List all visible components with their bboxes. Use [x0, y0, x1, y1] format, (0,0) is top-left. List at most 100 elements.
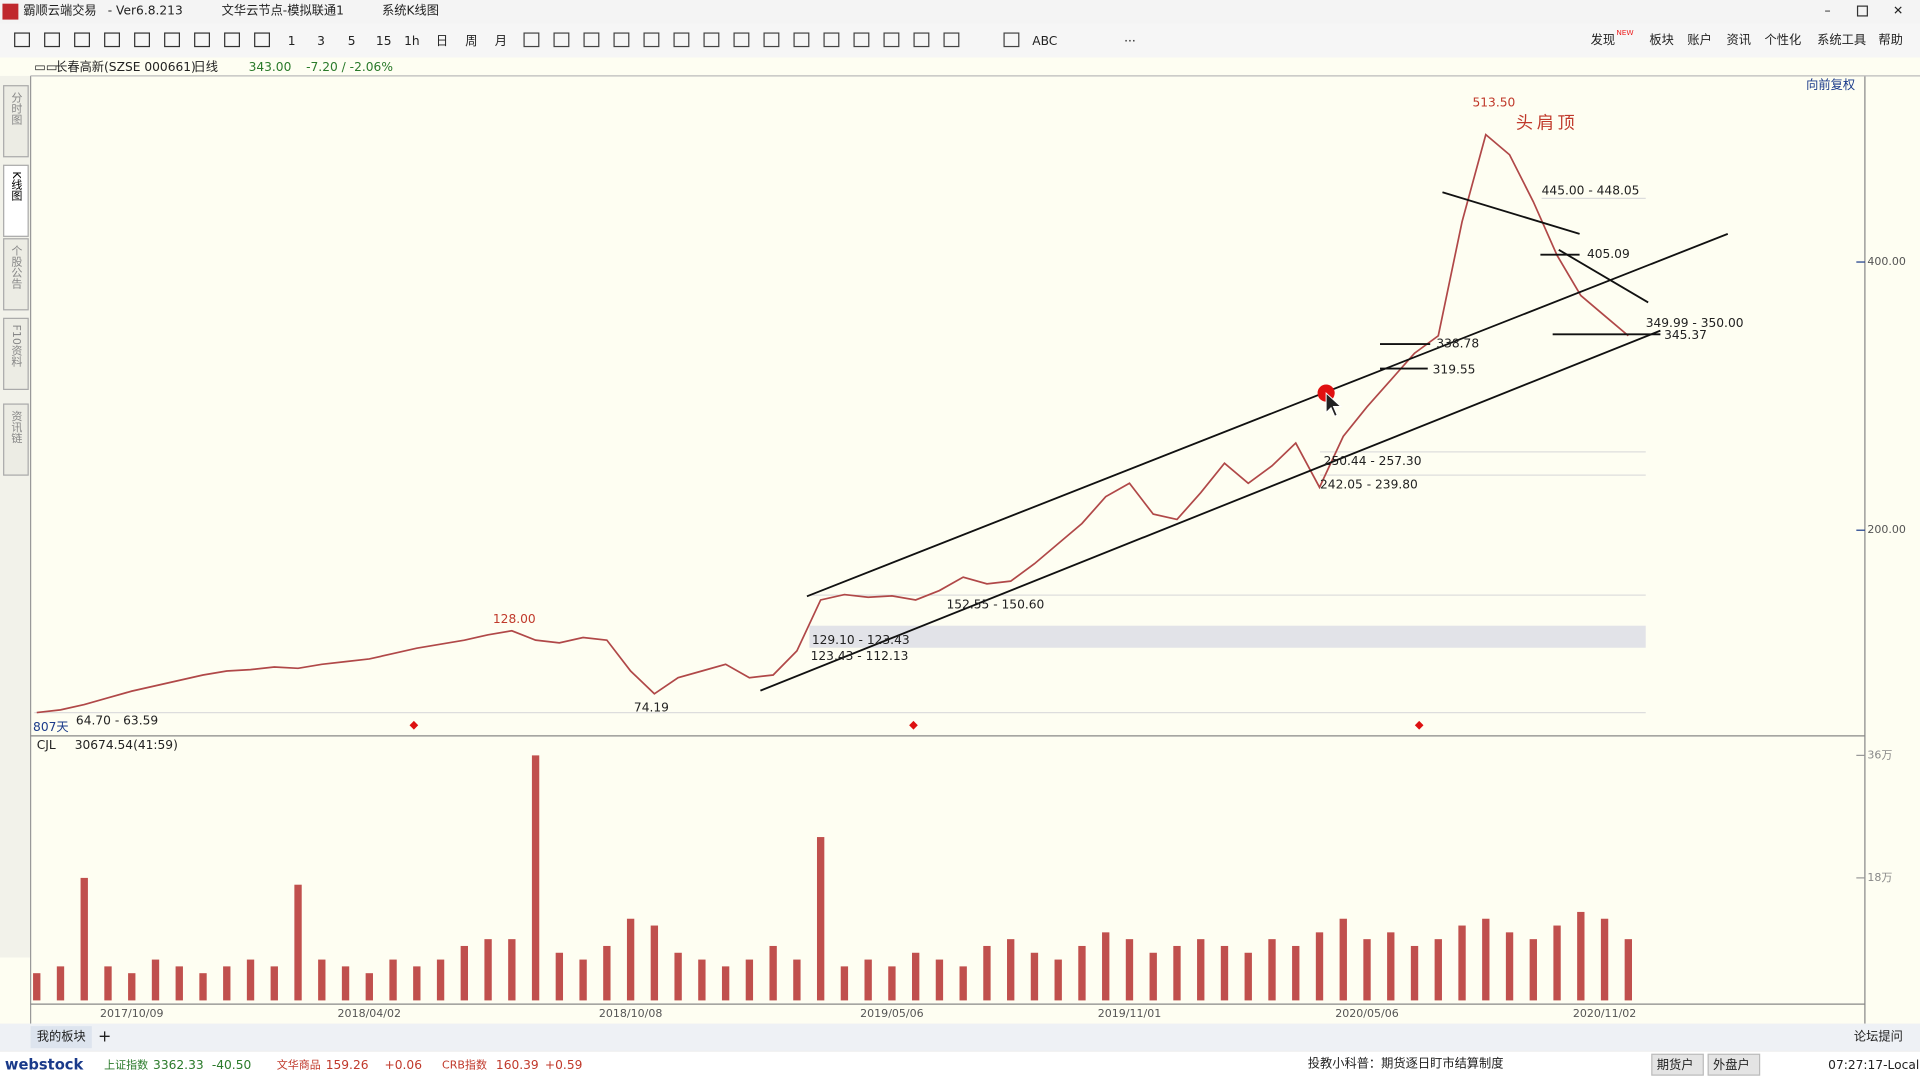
account-button[interactable]	[1651, 1053, 1704, 1076]
period-button[interactable]: 1	[288, 34, 296, 48]
app-icon	[2, 3, 19, 20]
tool-icon[interactable]	[134, 32, 150, 48]
tool-icon[interactable]	[763, 32, 780, 48]
period[interactable]: 日线	[193, 60, 217, 74]
tool-icon[interactable]	[613, 32, 630, 48]
volume-bar	[1125, 939, 1134, 1001]
volume-bar	[983, 945, 991, 1001]
tab-active[interactable]	[30, 1026, 92, 1049]
volume-bar	[816, 837, 825, 1001]
period-button[interactable]: ABC	[1032, 34, 1057, 48]
adjust-mode[interactable]: 向前复权	[1806, 77, 1855, 92]
volume-bar	[128, 973, 136, 1001]
tool-icon[interactable]	[673, 32, 690, 48]
volume-bar	[1149, 952, 1157, 1001]
minimize[interactable]: –	[1824, 4, 1830, 18]
side-tab[interactable]	[3, 85, 29, 158]
index-name: 上证指数	[104, 1057, 148, 1071]
period-button[interactable]: 3	[317, 34, 325, 48]
indicator-name[interactable]: CJL	[37, 738, 56, 752]
tool-icon[interactable]	[733, 32, 750, 48]
menu-item[interactable]: 个性化	[1764, 33, 1801, 47]
x-tick-label: 2017/10/09	[100, 1007, 164, 1020]
volume-bar	[484, 939, 492, 1001]
tool-icon[interactable]	[44, 32, 60, 48]
period-button[interactable]: ···	[1124, 34, 1136, 48]
account-button[interactable]	[1707, 1053, 1761, 1076]
add-tab[interactable]: +	[98, 1027, 111, 1046]
side-tab-label[interactable]: F10资料	[10, 324, 23, 367]
volume-bar	[1244, 952, 1252, 1001]
volume-bar	[460, 945, 468, 1001]
tool-icon[interactable]	[793, 32, 810, 48]
side-tab[interactable]	[3, 164, 29, 237]
menu-item[interactable]: 账户	[1687, 32, 1711, 47]
side-tab-label[interactable]: 个股公告	[10, 245, 23, 290]
volume-bar	[1173, 945, 1181, 1001]
period-button[interactable]: 15	[376, 34, 392, 48]
tool-icon[interactable]	[164, 32, 180, 48]
volume-bar	[912, 952, 920, 1001]
side-tab[interactable]	[3, 317, 29, 390]
volume-bar	[674, 952, 682, 1001]
clock: 07:27:17-Local	[1828, 1058, 1919, 1072]
side-tab-label[interactable]: K线图	[10, 171, 23, 201]
index-value: 160.39	[496, 1058, 539, 1072]
tool-icon[interactable]	[224, 32, 241, 48]
tool-icon[interactable]	[523, 32, 540, 48]
side-tab[interactable]	[3, 403, 29, 476]
menu-item[interactable]: 板块	[1649, 33, 1673, 47]
side-tab[interactable]	[3, 238, 29, 311]
side-tab-label[interactable]: 资讯链	[10, 410, 23, 443]
menu-item[interactable]: 系统工具	[1817, 33, 1866, 47]
tool-icon[interactable]	[14, 32, 30, 48]
volume-bar	[56, 966, 65, 1001]
volume-bar	[769, 945, 777, 1001]
price-annotation: 445.00 - 448.05	[1542, 184, 1640, 198]
menu-item[interactable]: 资讯	[1727, 33, 1751, 47]
side-tab-label[interactable]: 分时图	[10, 92, 23, 126]
account-label[interactable]: 期货户	[1657, 1057, 1694, 1072]
volume-bar	[1292, 945, 1300, 1001]
tool-icon[interactable]	[823, 32, 840, 48]
menu-item[interactable]: 帮助	[1878, 33, 1902, 47]
volume-bar	[1434, 939, 1442, 1001]
tool-icon[interactable]	[643, 32, 660, 48]
volume-bar	[1007, 939, 1015, 1001]
tool-icon[interactable]	[703, 32, 720, 48]
close[interactable]: ✕	[1893, 4, 1903, 18]
volume-bar	[1268, 939, 1276, 1001]
price-annotation: 128.00	[493, 612, 536, 626]
x-tick-label: 2018/10/08	[599, 1007, 662, 1020]
forum[interactable]: 论坛提问	[1854, 1029, 1903, 1044]
volume-bar	[579, 959, 587, 1001]
period-button[interactable]: 1h	[404, 34, 420, 48]
tool-icon[interactable]	[74, 32, 90, 48]
maximize[interactable]	[1856, 5, 1868, 17]
x-tick-label: 2020/05/06	[1335, 1007, 1399, 1020]
account-label[interactable]: 外盘户	[1713, 1057, 1750, 1072]
tool-icon[interactable]	[1003, 32, 1020, 48]
tool-icon[interactable]	[194, 32, 210, 48]
volume-bar	[1339, 918, 1347, 1001]
period-button[interactable]: 日	[436, 34, 448, 48]
volume-bar	[531, 755, 540, 1001]
tool-icon[interactable]	[104, 32, 120, 48]
tool-icon[interactable]	[913, 32, 930, 48]
volume-bar	[365, 973, 373, 1001]
period-button[interactable]: 月	[495, 34, 507, 48]
tip[interactable]: 投教小科普：期货逐日盯市结算制度	[1308, 1056, 1504, 1071]
tool-icon[interactable]	[853, 32, 870, 48]
tool-icon[interactable]	[583, 32, 600, 48]
period-button[interactable]: 5	[348, 34, 356, 48]
period-button[interactable]: 周	[465, 34, 477, 48]
tool-icon[interactable]	[943, 32, 960, 48]
tab[interactable]: 我的板块	[37, 1029, 86, 1044]
tool-icon[interactable]	[553, 32, 570, 48]
menu-item[interactable]: 发现	[1591, 32, 1615, 47]
tool-icon[interactable]	[254, 32, 270, 48]
volume-bar	[1315, 932, 1324, 1001]
volume-bar	[840, 966, 849, 1001]
tool-icon[interactable]	[883, 32, 900, 48]
index-name: CRB指数	[442, 1057, 487, 1071]
